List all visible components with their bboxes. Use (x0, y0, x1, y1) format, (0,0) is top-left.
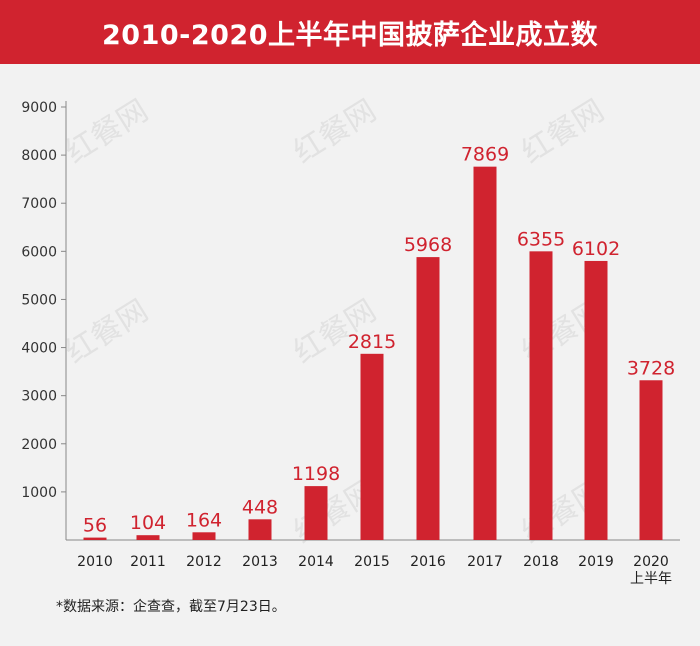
data-label: 104 (130, 512, 166, 534)
data-label: 6355 (517, 228, 565, 250)
bar (639, 380, 663, 540)
bar (248, 519, 272, 540)
y-tick-label: 3000 (21, 389, 57, 405)
y-tick-label: 7000 (21, 196, 57, 212)
watermark: 红餐网 (288, 93, 383, 170)
data-label: 56 (83, 515, 107, 537)
data-label: 3728 (627, 357, 675, 379)
data-label: 7869 (461, 144, 509, 166)
data-label: 2815 (348, 331, 396, 353)
title-banner: 2010-2020上半年中国披萨企业成立数 (0, 0, 700, 64)
x-tick-label: 2020 (633, 554, 669, 570)
x-tick-label: 上半年 (630, 571, 672, 587)
x-tick-label: 2017 (467, 554, 503, 570)
x-tick-label: 2016 (410, 554, 446, 570)
watermark: 红餐网 (60, 293, 155, 370)
bar (83, 537, 107, 540)
bar (473, 166, 497, 540)
x-tick-label: 2014 (298, 554, 334, 570)
chart-title: 2010-2020上半年中国披萨企业成立数 (102, 19, 598, 51)
data-label: 5968 (404, 234, 452, 256)
watermark: 红餐网 (516, 93, 611, 170)
y-tick-label: 1000 (21, 485, 57, 501)
data-label: 448 (242, 496, 278, 518)
bar (192, 532, 216, 540)
x-tick-label: 2013 (242, 554, 278, 570)
y-tick-label: 6000 (21, 244, 57, 260)
bar (360, 353, 384, 540)
bar (304, 486, 328, 540)
y-tick-label: 4000 (21, 341, 57, 357)
data-label: 1198 (292, 463, 340, 485)
bar (529, 251, 553, 541)
bar (584, 260, 608, 540)
x-tick-label: 2019 (578, 554, 614, 570)
x-tick-label: 2011 (130, 554, 166, 570)
y-tick-label: 2000 (21, 437, 57, 453)
x-tick-label: 2018 (523, 554, 559, 570)
y-tick-label: 5000 (21, 292, 57, 308)
y-tick-label: 9000 (21, 100, 57, 116)
y-tick-label: 8000 (21, 148, 57, 164)
x-tick-label: 2015 (354, 554, 390, 570)
bar (416, 257, 440, 540)
bar (136, 535, 160, 540)
data-label: 6102 (572, 238, 620, 260)
data-label: 164 (186, 509, 222, 531)
watermark: 红餐网 (60, 93, 155, 170)
x-tick-label: 2010 (77, 554, 113, 570)
source-note: *数据来源：企查查，截至7月23日。 (56, 599, 286, 615)
x-tick-label: 2012 (186, 554, 222, 570)
